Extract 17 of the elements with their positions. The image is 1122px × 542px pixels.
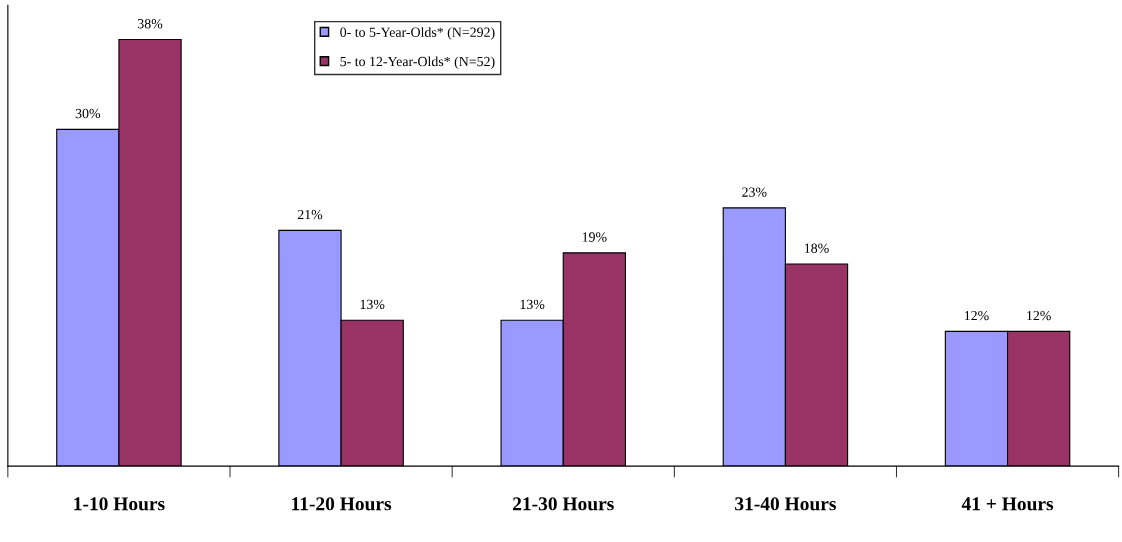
data-label: 30% (75, 108, 101, 119)
x-tick-label: 31-40 Hours (735, 497, 836, 511)
data-label: 13% (360, 299, 385, 310)
legend-label: 5- to 12-Year-Olds* (N=52) (340, 56, 495, 69)
data-label: 23% (742, 187, 767, 197)
data-label: 12% (1027, 310, 1051, 321)
legend-label: 0- to 5-Year-Olds* (N=292) (340, 27, 495, 40)
x-tick-label: 41 + Hours (961, 497, 1054, 511)
data-label: 38% (137, 19, 163, 29)
data-label: 18% (804, 243, 829, 253)
data-label: 19% (582, 232, 607, 242)
data-label: 13% (520, 299, 545, 310)
x-tick-label: 21-30 Hours (513, 497, 614, 511)
data-label: 12% (964, 310, 989, 321)
x-tick-label: 1-10 Hours (74, 497, 165, 511)
x-tick-label: 11-20 Hours (292, 497, 392, 511)
data-label: 21% (297, 209, 323, 220)
